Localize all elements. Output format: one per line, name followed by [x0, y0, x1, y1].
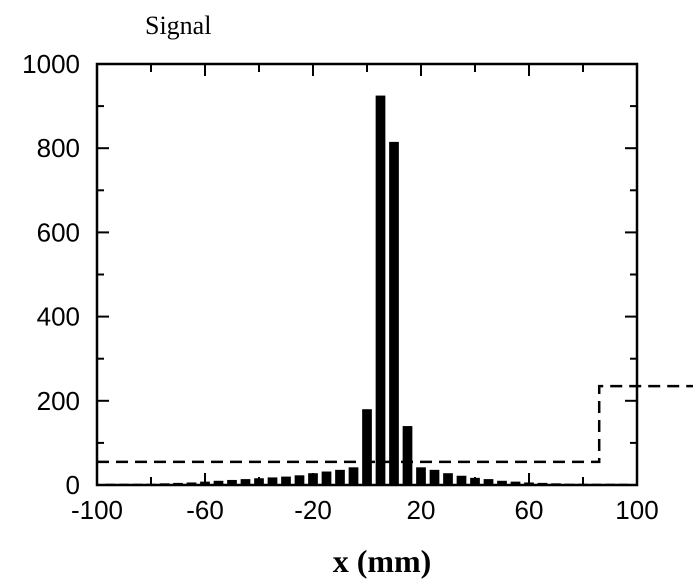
x-tick-label: -60 — [186, 495, 224, 525]
x-tick-label: 20 — [407, 495, 436, 525]
y-tick-label: 200 — [37, 386, 80, 416]
bar-21 — [389, 141, 399, 485]
bar-series — [105, 95, 629, 485]
bar-6 — [186, 482, 197, 485]
bar-25 — [443, 473, 453, 485]
bar-16 — [321, 471, 332, 485]
x-tick-label: 100 — [615, 495, 658, 525]
bar-24 — [429, 469, 440, 485]
y-tick-label: 400 — [37, 302, 80, 332]
x-tick-label: -20 — [294, 495, 332, 525]
y-tick-label: 800 — [37, 133, 80, 163]
bar-26 — [456, 475, 467, 485]
bar-18 — [348, 467, 359, 485]
bar-17 — [335, 469, 345, 485]
y-tick-label: 600 — [37, 217, 80, 247]
bar-9 — [227, 479, 237, 485]
bar-22 — [402, 426, 413, 485]
y-axis-label: Signal — [145, 11, 211, 40]
bar-19 — [362, 409, 372, 485]
x-tick-label: -100 — [71, 495, 123, 525]
reference-step-line — [97, 384, 693, 464]
y-tick-label: 0 — [66, 470, 80, 500]
bar-8 — [213, 480, 224, 485]
bar-20 — [375, 95, 386, 485]
bar-12 — [267, 477, 278, 485]
bar-10 — [240, 479, 251, 485]
bar-30 — [510, 481, 521, 485]
x-tick-label: 60 — [515, 495, 544, 525]
x-axis-label: x (mm) — [333, 543, 432, 579]
y-tick-label: 1000 — [22, 49, 80, 79]
bar-29 — [497, 480, 507, 485]
bar-13 — [281, 476, 291, 485]
reference-series — [97, 384, 693, 464]
bar-14 — [294, 475, 305, 485]
bar-28 — [483, 479, 494, 485]
